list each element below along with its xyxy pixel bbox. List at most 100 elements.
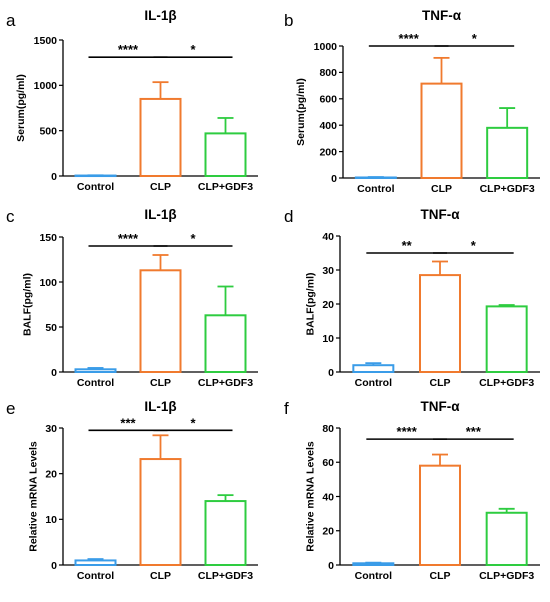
x-tick-label: CLP+GDF3 [198,377,253,389]
chart-panel-e: e IL-1β 0 10 20 30 Relative mRNA Levels Control… [6,399,258,582]
panel-letter: a [6,11,16,30]
y-tick-label: 30 [45,423,57,435]
y-axis-label: Relative mRNA Levels [305,441,317,552]
x-tick-label: Control [357,183,394,195]
significance-label: *** [466,424,482,439]
y-tick-label: 150 [39,232,57,244]
x-tick-label: CLP+GDF3 [480,183,535,195]
x-tick-label: Control [77,377,114,389]
x-tick-label: Control [77,570,114,582]
x-tick-label: Control [77,181,114,193]
chart-title: TNF-α [420,399,460,414]
y-tick-label: 60 [322,457,334,469]
bar-Control [74,559,117,567]
chart-title: TNF-α [422,8,462,23]
bar-CLP+GDF3 [204,314,247,373]
x-tick-label: CLP [430,570,451,582]
x-tick-label: CLP+GDF3 [198,181,253,193]
bar-CLP+GDF3 [204,500,247,567]
chart-panel-b: b TNF-α 0 200 400 600 800 1000 Serum(pg/ml) Contr… [284,8,540,195]
significance-label: * [190,42,196,57]
y-tick-label: 0 [328,560,334,572]
x-tick-label: CLP [430,377,451,389]
x-tick-label: Control [355,377,392,389]
bar-Control [354,176,397,179]
significance-label: * [190,231,196,246]
bar-CLP+GDF3 [204,132,247,178]
y-axis-label: Serum(pg/ml) [295,78,307,146]
y-axis-label: Serum(pg/ml) [15,74,27,142]
y-tick-label: 0 [51,367,57,379]
x-tick-label: CLP [150,570,171,582]
chart-title: TNF-α [420,207,460,222]
bar-Control [74,174,117,178]
chart-title: IL-1β [144,8,176,23]
chart-title: IL-1β [144,399,176,414]
bar-CLP [139,97,182,177]
bar-CLP [419,274,461,374]
chart-panel-d: d TNF-α 0 10 20 30 40 BALF(pg/ml) Control CLP CLP+… [284,207,540,389]
y-tick-label: 10 [45,514,57,526]
bar-CLP [139,458,182,567]
y-tick-label: 0 [51,560,57,572]
significance-label: * [471,238,477,253]
chart-title: IL-1β [144,207,176,222]
significance-label: * [190,415,196,430]
y-tick-label: 0 [51,171,57,183]
y-tick-label: 500 [39,125,57,137]
y-tick-label: 30 [322,265,334,277]
bar-CLP [420,82,463,179]
bar-CLP [139,269,182,373]
y-tick-label: 200 [319,146,337,158]
y-tick-label: 10 [322,333,334,345]
y-tick-label: 40 [322,491,334,503]
panel-letter: d [284,207,293,226]
significance-label: * [472,31,478,46]
bar-CLP [419,464,461,566]
x-tick-label: Control [355,570,392,582]
significance-label: ** [402,238,413,253]
y-tick-label: 20 [322,526,334,538]
bar-Control [352,562,395,566]
x-tick-label: CLP [150,377,171,389]
y-axis-label: BALF(pg/ml) [305,273,317,336]
y-tick-label: 100 [39,277,57,289]
significance-label: **** [399,31,420,46]
bar-Control [352,364,395,374]
y-axis-label: BALF(pg/ml) [21,273,33,336]
bar-CLP+GDF3 [486,126,529,179]
x-tick-label: CLP [150,181,171,193]
panel-letter: f [284,399,289,418]
significance-label: **** [118,231,139,246]
chart-panel-c: c IL-1β 0 50 100 150 BALF(pg/ml) Control CLP CLP+… [6,207,258,389]
y-tick-label: 1000 [314,41,338,53]
y-tick-label: 0 [328,367,334,379]
y-tick-label: 1000 [34,80,58,92]
x-tick-label: CLP+GDF3 [198,570,253,582]
y-tick-label: 600 [319,94,337,106]
y-tick-label: 800 [319,67,337,79]
chart-panel-a: a IL-1β 0 500 1000 1500 Serum(pg/ml) Control CLP… [6,8,258,193]
y-tick-label: 0 [331,173,337,185]
significance-label: **** [118,42,139,57]
y-tick-label: 80 [322,423,334,435]
significance-label: **** [397,424,418,439]
chart-panel-f: f TNF-α 0 20 40 60 80 Relative mRNA Levels Contr… [284,399,540,582]
y-tick-label: 20 [45,468,57,480]
bar-Control [74,368,117,373]
bar-CLP+GDF3 [485,511,528,566]
panel-letter: e [6,399,15,418]
significance-label: *** [120,415,136,430]
y-axis-label: Relative mRNA Levels [28,441,40,552]
y-tick-label: 1500 [34,35,58,47]
panel-letter: c [6,207,15,226]
x-tick-label: CLP+GDF3 [479,377,534,389]
y-tick-label: 50 [45,322,57,334]
x-tick-label: CLP [431,183,452,195]
y-tick-label: 20 [322,299,334,311]
y-tick-label: 40 [322,231,334,243]
y-tick-label: 400 [319,120,337,132]
x-tick-label: CLP+GDF3 [479,570,534,582]
bar-CLP+GDF3 [485,305,528,374]
